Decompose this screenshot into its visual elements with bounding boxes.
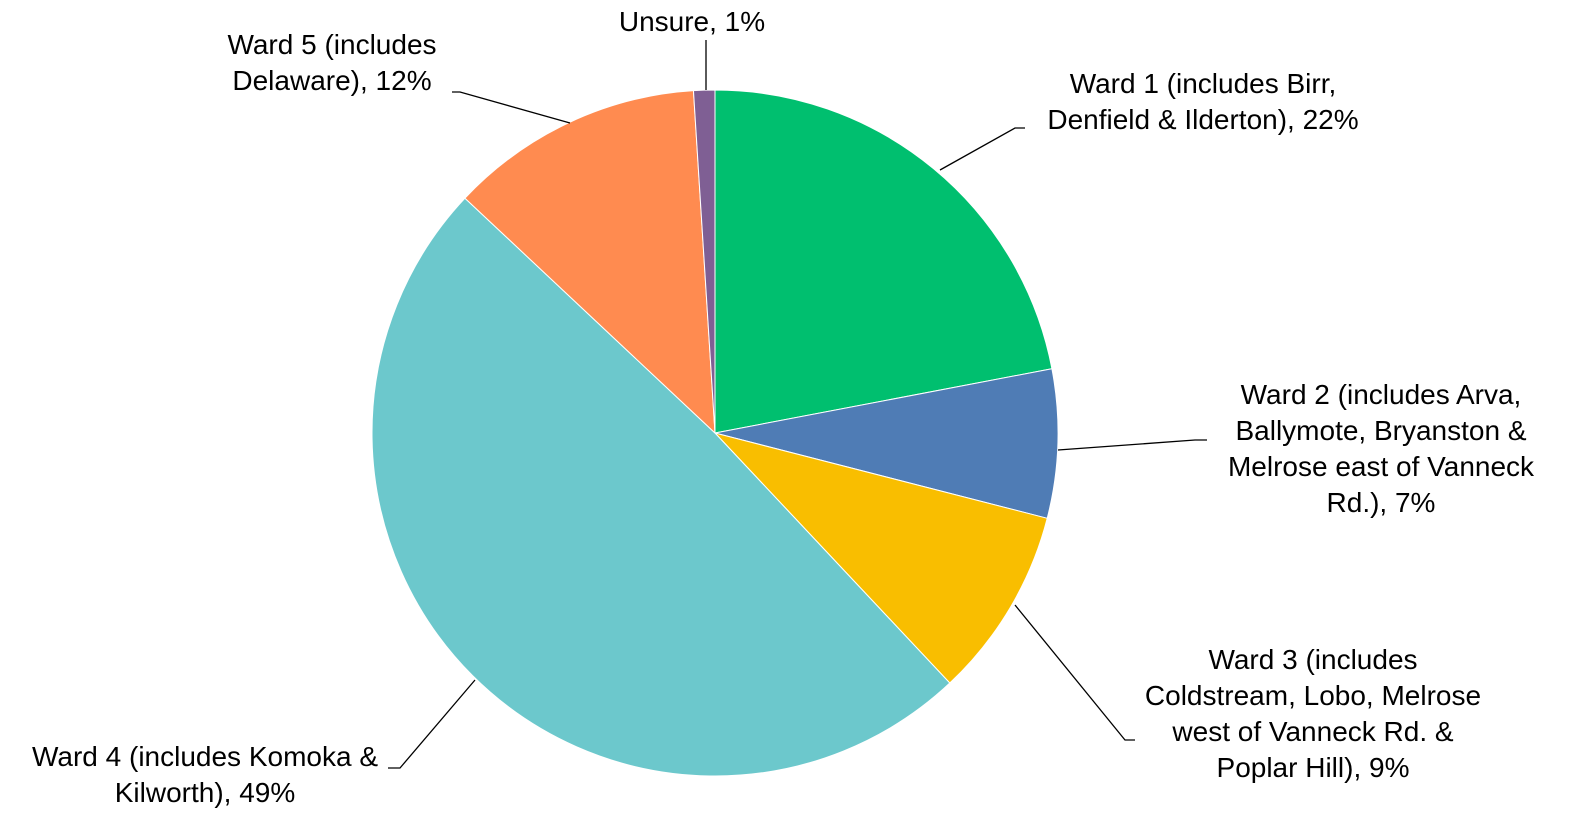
data-label: Ward 4 (includes Komoka & Kilworth), 49% [32,741,378,808]
leader-line [388,679,476,769]
leader-line [452,91,571,124]
pie-slice [371,197,951,777]
pie-slice [713,432,1048,684]
data-label: Ward 3 (includes Coldstream, Lobo, Melro… [1144,644,1482,783]
data-label: Unsure, 1% [618,6,766,37]
data-label: Ward 5 (includes Delaware), 12% [227,29,437,96]
data-label: Ward 1 (includes Birr, Denfield & Ildert… [1047,68,1359,135]
pie-slice [692,89,716,434]
pie-slice [714,368,1059,519]
leader-line [1057,439,1207,451]
leader-line [1014,604,1135,741]
pie-slice [714,89,1053,434]
leader-line [939,127,1025,171]
data-label: Ward 2 (includes Arva, Ballymote, Bryans… [1227,379,1535,518]
